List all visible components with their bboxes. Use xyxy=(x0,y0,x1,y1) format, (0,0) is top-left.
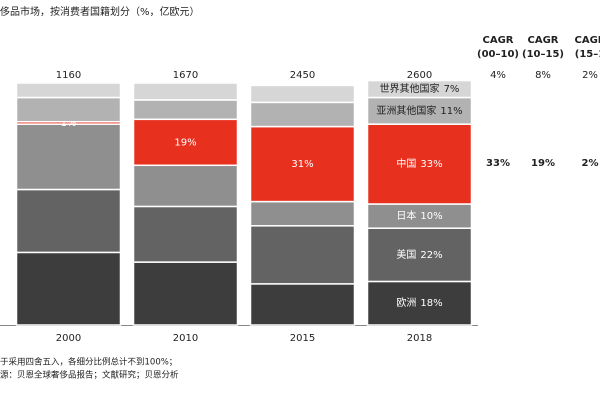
bar-segment xyxy=(15,251,122,326)
table-header: CAGR xyxy=(528,35,559,46)
bar-segment xyxy=(15,96,122,123)
table-cell: 8% xyxy=(535,70,551,81)
data-label: 中国 33% xyxy=(396,157,442,170)
chart-title: 侈品市场，按消费者国籍划分（%，亿欧元） xyxy=(0,5,200,18)
table-header: (00–10) xyxy=(477,49,519,60)
table-header: CAGR xyxy=(483,35,514,46)
bar-segment xyxy=(132,118,239,167)
table-cell: 2% xyxy=(582,158,599,169)
x-tick-label: 2010 xyxy=(173,333,198,344)
table-header: (15–1 xyxy=(575,49,600,60)
bar-segment xyxy=(366,227,473,283)
bar-segment xyxy=(249,101,356,128)
data-label: 世界其他国家 7% xyxy=(380,82,460,95)
footnote: 源：贝恩全球奢侈品报告；文献研究；贝恩分析 xyxy=(0,370,179,381)
bar-segment xyxy=(366,123,473,205)
bar-segment xyxy=(15,188,122,254)
table-cell: 2% xyxy=(582,70,598,81)
data-label: 31% xyxy=(291,159,313,170)
bar-segment xyxy=(15,82,122,99)
total-label: 1670 xyxy=(173,70,198,81)
legend-name: 美国 xyxy=(396,248,416,261)
value-label: 19% xyxy=(174,137,196,148)
value-label: 11% xyxy=(440,106,462,117)
value-label: 10% xyxy=(420,211,442,222)
value-label: 18% xyxy=(420,298,442,309)
value-label: 22% xyxy=(420,250,442,261)
bar-segment xyxy=(132,205,239,263)
legend-name: 日本 xyxy=(396,209,416,222)
bar-segment xyxy=(249,200,356,227)
legend-name: 中国 xyxy=(396,157,416,170)
value-label: 7% xyxy=(444,84,460,95)
legend-name: 亚洲其他国家 xyxy=(376,104,436,117)
bar-segment xyxy=(366,96,473,125)
bar-segment xyxy=(15,123,122,191)
bar-segment xyxy=(132,261,239,326)
table-header: (10–15) xyxy=(522,49,564,60)
table-cell: 33% xyxy=(486,158,510,169)
table-cell: 19% xyxy=(531,158,555,169)
table-header: CAGR xyxy=(575,35,600,46)
bar-segment xyxy=(132,82,239,101)
x-tick-label: 2018 xyxy=(407,333,432,344)
data-label: 欧洲 18% xyxy=(396,297,442,309)
total-label: 1160 xyxy=(56,70,81,81)
data-label: 日本 10% xyxy=(396,209,442,222)
value-label: 31% xyxy=(291,159,313,170)
value-label: 33% xyxy=(420,159,442,170)
legend-name: 世界其他国家 xyxy=(380,82,440,95)
bar-segment xyxy=(249,84,356,104)
bar-segment xyxy=(366,280,473,326)
data-label: 19% xyxy=(174,137,196,148)
data-label: 美国 22% xyxy=(396,248,442,261)
data-label: 1% xyxy=(61,118,77,129)
total-label: 2600 xyxy=(407,70,432,81)
value-label: 1% xyxy=(61,118,77,129)
x-tick-label: 2015 xyxy=(290,333,315,344)
total-label: 2450 xyxy=(290,70,315,81)
bar-segment xyxy=(366,79,473,99)
legend-name: 欧洲 xyxy=(396,297,416,309)
footnote: 于采用四舍五入，各细分比例总计不到100%； xyxy=(0,357,177,368)
bar-segment xyxy=(249,225,356,285)
bar-segment xyxy=(132,99,239,121)
table-cell: 4% xyxy=(490,70,506,81)
data-label: 亚洲其他国家 11% xyxy=(376,104,462,117)
bar-segment xyxy=(249,283,356,326)
x-tick-label: 2000 xyxy=(56,333,81,344)
bar-segment xyxy=(132,164,239,208)
